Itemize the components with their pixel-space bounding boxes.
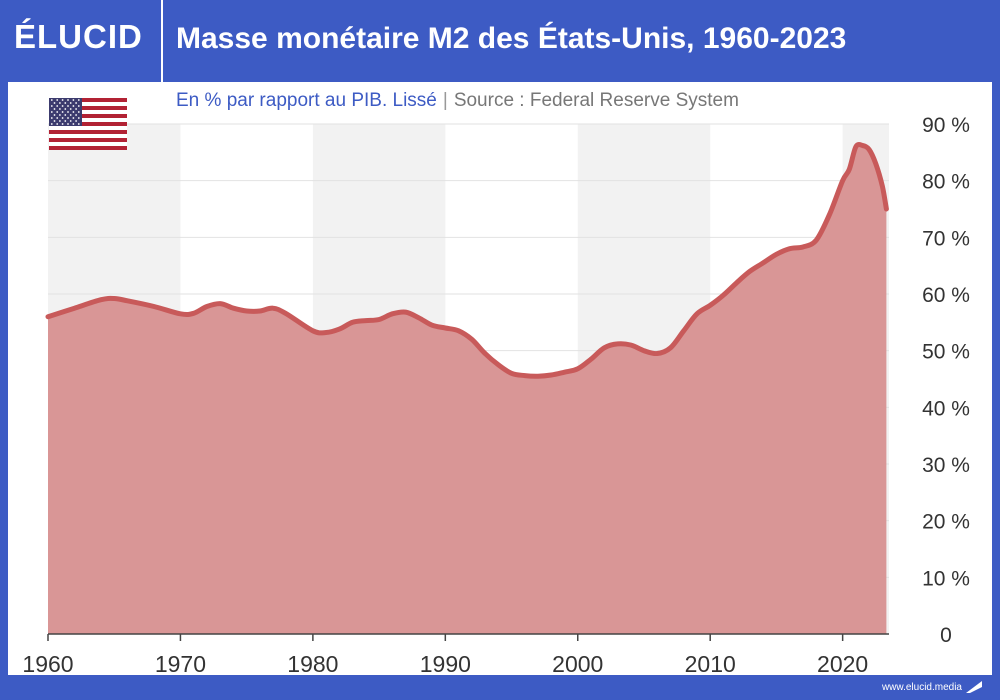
y-tick-label: 20 %: [922, 511, 970, 534]
subtitle-unit: En % par rapport au PIB. Lissé: [176, 90, 437, 111]
series-area: [48, 144, 887, 634]
y-tick-label: 60 %: [922, 284, 970, 307]
y-tick-label: 10 %: [922, 567, 970, 590]
y-tick-labels: 0 10 % 20 % 30 % 40 % 50 % 60 % 70 % 80 % 90 %: [922, 114, 970, 647]
footer-url[interactable]: www.elucid.media: [881, 682, 962, 693]
y-tick-label: 30 %: [922, 454, 970, 477]
y-tick-label: 80 %: [922, 171, 970, 194]
series-line: [45, 141, 889, 379]
subtitle-source: Source : Federal Reserve System: [453, 90, 739, 111]
x-tick-labels: 1960 1970 1980 1990 2000 2010 2020: [22, 634, 868, 677]
y-tick-label: 40 %: [922, 397, 970, 420]
x-tick-label: 1960: [22, 651, 73, 677]
subtitle-separator: |: [442, 90, 448, 111]
y-tick-label: 0: [940, 624, 952, 647]
elucid-logo[interactable]: ÉLUCID: [14, 18, 143, 55]
chart-title: Masse monétaire M2 des États-Unis, 1960-…: [176, 22, 847, 55]
us-flag-icon: [49, 98, 127, 150]
elucid-mark-icon: [966, 681, 982, 693]
x-tick-label: 1990: [420, 651, 471, 677]
x-tick-label: 2000: [552, 651, 603, 677]
y-tick-label: 50 %: [922, 341, 970, 364]
chart-subtitle: En % par rapport au PIB. Lissé | Source : …: [176, 90, 739, 112]
header-divider: [161, 0, 163, 82]
y-tick-label: 90 %: [922, 114, 970, 137]
y-tick-label: 70 %: [922, 227, 970, 250]
header: ÉLUCID Masse monétaire M2 des États-Unis…: [0, 0, 1000, 82]
x-tick-label: 1980: [287, 651, 338, 677]
x-tick-label: 2020: [817, 651, 868, 677]
x-tick-label: 1970: [155, 651, 206, 677]
x-tick-label: 2010: [685, 651, 736, 677]
